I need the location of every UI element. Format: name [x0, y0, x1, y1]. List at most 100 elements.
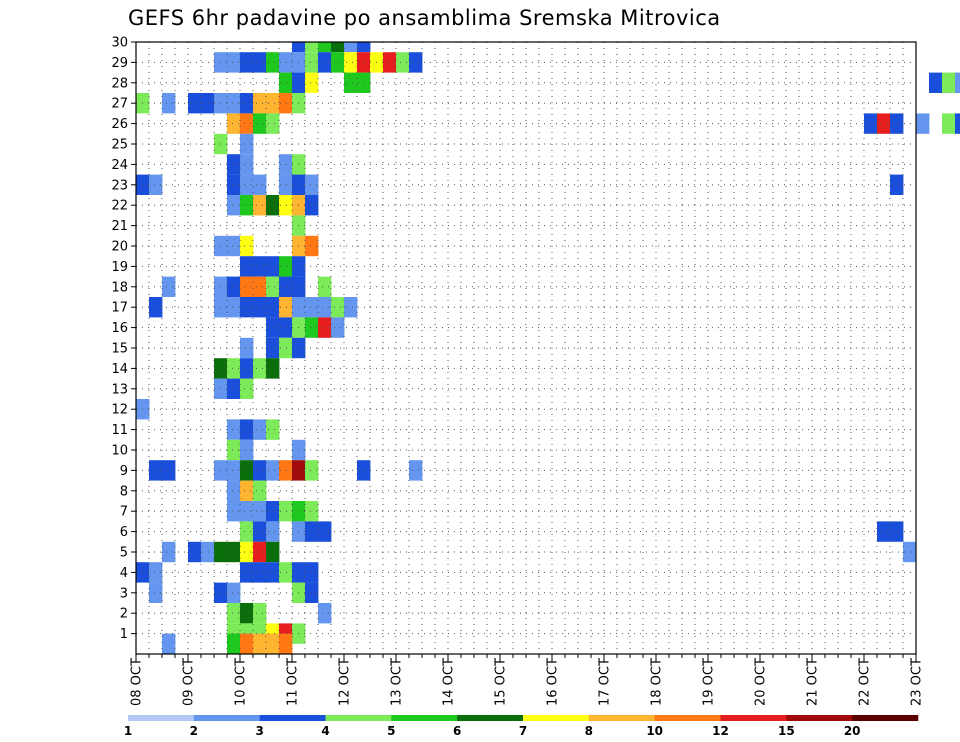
heat-cell [162, 633, 176, 654]
heat-cell [240, 235, 254, 257]
heat-cell [227, 633, 241, 654]
legend-swatch [720, 715, 787, 721]
y-tick-label: 1 [120, 627, 128, 642]
heat-cell [903, 541, 917, 563]
heat-cell [266, 358, 280, 379]
legend-label: 2 [190, 724, 198, 738]
heat-cell [266, 419, 280, 440]
x-tick-label: 22 OCT [858, 658, 873, 706]
heat-cell [188, 541, 202, 563]
heat-cell [240, 562, 254, 583]
heat-cell [240, 93, 254, 114]
heat-cell [331, 317, 345, 338]
heat-cell [240, 378, 254, 399]
heat-cell [227, 480, 241, 501]
heat-cell [266, 541, 280, 563]
heat-cell [305, 174, 319, 195]
y-tick-label: 26 [111, 117, 128, 132]
heat-cell [240, 633, 254, 654]
y-tick-label: 6 [120, 525, 128, 540]
heat-cell [266, 93, 280, 114]
heat-cell [253, 52, 267, 73]
heat-cell [253, 256, 267, 277]
legend-label: 8 [585, 724, 593, 738]
y-tick-label: 28 [111, 76, 128, 91]
legend-label: 1 [124, 724, 132, 738]
heat-cell [279, 256, 293, 277]
heat-cell [344, 52, 358, 73]
heat-cell [149, 297, 163, 318]
heat-cell [305, 235, 319, 257]
legend-label: 7 [519, 724, 527, 738]
heat-cell [227, 154, 241, 175]
heat-cell [266, 276, 280, 297]
legend-label: 4 [321, 724, 329, 738]
y-tick-label: 2 [120, 607, 128, 622]
heat-cell [227, 52, 241, 73]
heat-cell [305, 297, 319, 318]
y-tick-label: 18 [111, 280, 128, 295]
y-tick-label: 9 [120, 464, 128, 479]
x-tick-label: 13 OCT [390, 658, 405, 706]
heat-cell [240, 195, 254, 216]
legend-label: 5 [387, 724, 395, 738]
heat-cell [357, 460, 371, 481]
heat-cell [253, 358, 267, 379]
heat-cell [279, 52, 293, 73]
heat-cell [409, 460, 423, 481]
heat-cell [253, 419, 267, 440]
heat-cell [305, 42, 319, 53]
heat-cell [305, 562, 319, 583]
heat-cell [877, 113, 891, 134]
heat-cell [305, 501, 319, 522]
heat-cell [266, 52, 280, 73]
y-tick-label: 7 [120, 505, 128, 520]
heat-cell [279, 72, 293, 93]
y-tick-label: 4 [120, 566, 128, 581]
heat-cell [253, 195, 267, 216]
heat-cell [253, 562, 267, 583]
legend-swatch [852, 715, 919, 721]
heat-cell [240, 358, 254, 379]
heat-cell [396, 52, 410, 73]
heat-cell [916, 113, 930, 134]
legend-swatch [325, 715, 392, 721]
x-tick-label: 12 OCT [338, 658, 353, 706]
heat-cell [318, 52, 332, 73]
heat-cell [266, 317, 280, 338]
heat-cell [227, 378, 241, 399]
y-tick-label: 17 [111, 301, 128, 316]
heat-cell [344, 42, 358, 53]
heat-cell [253, 276, 267, 297]
heat-cell [227, 460, 241, 481]
heat-cell [929, 72, 943, 93]
heat-cell [318, 42, 332, 53]
heat-cell [266, 297, 280, 318]
legend-label: 10 [646, 724, 663, 738]
heat-cell [227, 195, 241, 216]
heat-cell [227, 501, 241, 522]
legend-swatch [588, 715, 655, 721]
heat-cell [942, 113, 956, 134]
heat-cell [253, 521, 267, 542]
legend-swatch [786, 715, 853, 721]
heat-cell [240, 541, 254, 563]
heat-cell [279, 501, 293, 522]
heat-cell [162, 460, 176, 481]
y-tick-label: 16 [111, 321, 128, 336]
heat-cell [240, 256, 254, 277]
heat-cell [253, 113, 267, 134]
heat-cell [266, 460, 280, 481]
heat-cell [227, 276, 241, 297]
y-tick-label: 23 [111, 178, 128, 193]
heat-cell [279, 297, 293, 318]
heat-cell [253, 633, 267, 654]
heat-cell [227, 358, 241, 379]
heat-cell [227, 113, 241, 134]
heat-cell [331, 52, 345, 73]
legend-label: 3 [255, 724, 263, 738]
y-tick-label: 3 [120, 586, 128, 601]
heat-cell [890, 521, 904, 542]
heat-cell [279, 562, 293, 583]
x-tick-label: 17 OCT [598, 658, 613, 706]
